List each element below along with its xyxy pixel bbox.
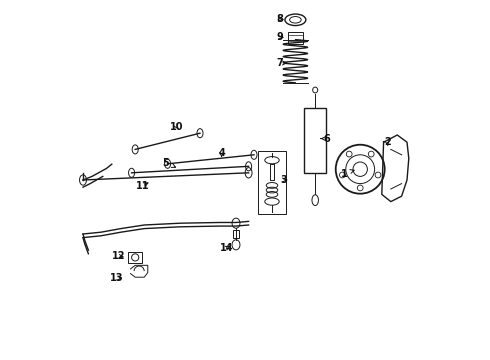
Bar (233, 230, 239, 238)
Text: 7: 7 (276, 58, 287, 68)
Text: 10: 10 (170, 122, 183, 132)
Text: 4: 4 (218, 148, 225, 158)
Text: 1: 1 (341, 168, 354, 179)
Text: 14: 14 (220, 243, 234, 253)
Text: 13: 13 (110, 273, 123, 283)
Text: 9: 9 (276, 32, 283, 42)
Text: 8: 8 (276, 14, 283, 24)
Bar (258, 151, 286, 214)
Text: 11: 11 (136, 181, 149, 191)
Text: 5: 5 (162, 158, 175, 168)
Bar (128, 252, 142, 263)
Text: 6: 6 (321, 134, 330, 144)
Text: 12: 12 (112, 251, 125, 261)
Bar (288, 32, 303, 44)
Text: 2: 2 (384, 137, 391, 147)
Bar (304, 108, 326, 173)
Text: 3: 3 (280, 175, 287, 185)
